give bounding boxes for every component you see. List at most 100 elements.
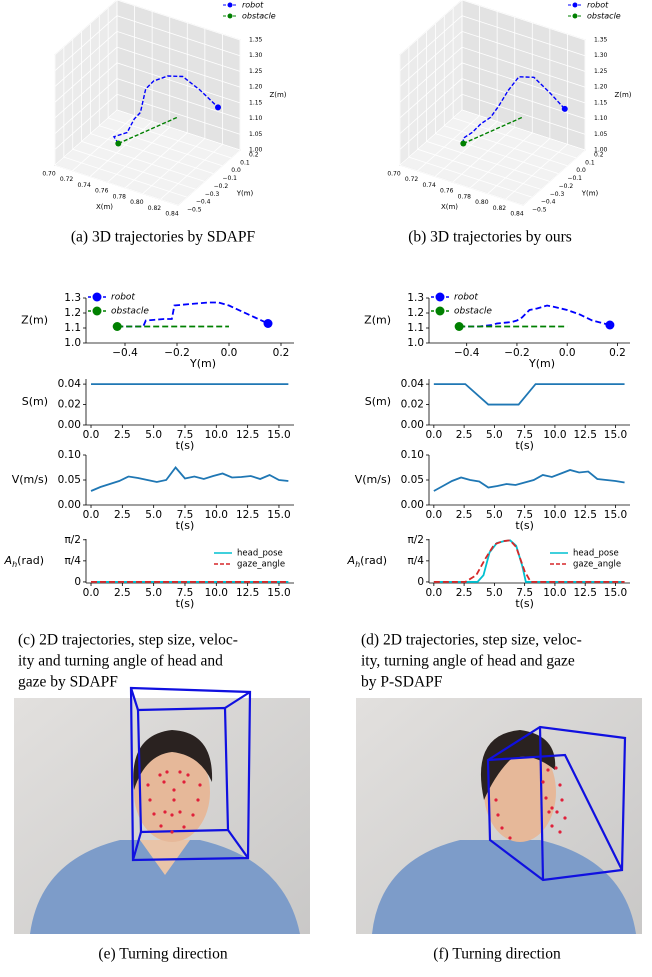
x-tick-label: 0.70	[42, 171, 56, 178]
y-axis-label-part: A	[347, 554, 356, 567]
grid-line	[54, 15, 241, 72]
x-tick-label: 0.74	[422, 182, 436, 189]
y-tick-label: 0	[74, 576, 81, 588]
z-tick-label: 1.15	[594, 99, 608, 106]
grid-line	[399, 62, 586, 119]
x-tick-label: 15.0	[267, 429, 290, 441]
x-tick-label: 2.5	[456, 509, 473, 521]
x-tick-label: 0.2	[609, 347, 626, 359]
legend-marker	[92, 306, 102, 316]
x-tick-label: 0.78	[113, 193, 127, 200]
series-line	[90, 466, 289, 492]
y-axis-label-part: (rad)	[360, 554, 387, 567]
y-tick-label: 1.2	[407, 307, 424, 319]
x-tick-label: 2.5	[456, 429, 473, 441]
x-axis-label: Y(m)	[189, 357, 216, 370]
x-axis-label: X(m)	[441, 203, 458, 211]
y-tick-label: 1.3	[64, 292, 81, 304]
z-tick-label: 1.10	[594, 115, 608, 122]
z-tick-label: 1.30	[249, 52, 263, 59]
grid-line	[54, 109, 241, 166]
legend-label: obstacle	[587, 12, 621, 21]
y-tick-label: −0.4	[541, 199, 556, 206]
x-tick-label: 0.80	[130, 199, 144, 206]
caption: (e) Turning direction	[98, 946, 227, 963]
x-tick-label: 12.5	[236, 587, 259, 599]
point-marker	[215, 104, 221, 111]
point-marker	[115, 140, 122, 147]
series-line	[433, 383, 625, 406]
x-tick-label: 0.0	[559, 347, 576, 359]
x-tick-label: 0.0	[83, 509, 100, 521]
x-tick-label: 5.0	[486, 509, 503, 521]
z-tick-label: 1.25	[594, 68, 608, 75]
z-tick-label: 1.20	[249, 84, 263, 91]
x-tick-label: 15.0	[604, 587, 627, 599]
y-tick-label: 0.05	[58, 474, 81, 486]
x-tick-label: 15.0	[267, 509, 290, 521]
x-tick-label: 0.0	[221, 347, 238, 359]
y-axis-label: S(m)	[365, 395, 391, 408]
z-tick-label: 1.00	[594, 147, 608, 154]
z-tick-label: 1.35	[249, 37, 263, 44]
x-tick-label: 15.0	[604, 509, 627, 521]
grid-line	[54, 78, 241, 134]
x-axis-label: Y(m)	[528, 357, 555, 370]
caption: (f) Turning direction	[433, 946, 561, 963]
x-tick-label: 5.0	[145, 429, 162, 441]
y-tick-label: −0.4	[196, 199, 211, 206]
y-tick-label: 0.00	[58, 499, 81, 511]
x-tick-label: −0.2	[504, 347, 530, 359]
y-tick-label: 0.2	[594, 152, 604, 159]
legend-marker	[572, 13, 578, 19]
x-tick-label: 12.5	[574, 587, 597, 599]
x-tick-label: 10.0	[205, 509, 228, 521]
x-tick-label: 0.70	[387, 171, 401, 178]
z-tick-label: 1.10	[249, 115, 263, 122]
x-tick-label: 15.0	[267, 587, 290, 599]
legend-label: gaze_angle	[573, 560, 621, 570]
x-tick-label: 2.5	[456, 587, 473, 599]
y-tick-label: 1.0	[64, 337, 81, 349]
y-axis-label: Z(m)	[364, 314, 391, 327]
point-marker	[605, 320, 615, 330]
y-tick-label: 1.3	[407, 292, 424, 304]
z-tick-label: 1.05	[249, 131, 263, 138]
caption: (a) 3D trajectories by SDAPF	[71, 229, 256, 246]
y-axis-label: V(m/s)	[355, 473, 391, 486]
grid-line	[399, 0, 586, 56]
legend-label: robot	[242, 1, 264, 10]
caption: by P-SDAPF	[361, 674, 443, 691]
x-tick-label: −0.2	[164, 347, 190, 359]
legend-label: robot	[111, 293, 135, 303]
x-tick-label: 2.5	[114, 587, 131, 599]
x-axis-label: t(s)	[176, 597, 195, 610]
grid-line	[54, 0, 241, 56]
y-tick-label: 0.0	[231, 167, 241, 174]
x-tick-label: 10.0	[205, 587, 228, 599]
z-axis-label: Z(m)	[614, 91, 631, 99]
trajectory	[118, 116, 179, 145]
x-tick-label: 12.5	[574, 429, 597, 441]
legend-label: head_pose	[573, 549, 619, 559]
x-tick-label: 5.0	[486, 429, 503, 441]
y-tick-label: 0.10	[58, 449, 81, 461]
legend-marker	[435, 292, 445, 302]
x-tick-label: 10.0	[543, 509, 566, 521]
x-tick-label: 0.76	[440, 188, 454, 195]
y-tick-label: 1.1	[64, 322, 81, 334]
caption: ity and turning angle of head and	[18, 653, 223, 670]
caption: (b) 3D trajectories by ours	[408, 229, 572, 246]
y-tick-label: 0.02	[401, 399, 424, 411]
z-axis-label: Z(m)	[269, 91, 286, 99]
caption: gaze by SDAPF	[18, 674, 118, 691]
x-tick-label: 10.0	[543, 429, 566, 441]
x-tick-label: 0.0	[83, 587, 100, 599]
point-marker	[112, 322, 122, 331]
y-tick-label: 0.1	[585, 159, 595, 166]
x-tick-label: 5.0	[486, 587, 503, 599]
series-line	[117, 301, 269, 328]
y-tick-label: 1.0	[407, 337, 424, 349]
y-tick-label: −0.3	[550, 191, 565, 198]
